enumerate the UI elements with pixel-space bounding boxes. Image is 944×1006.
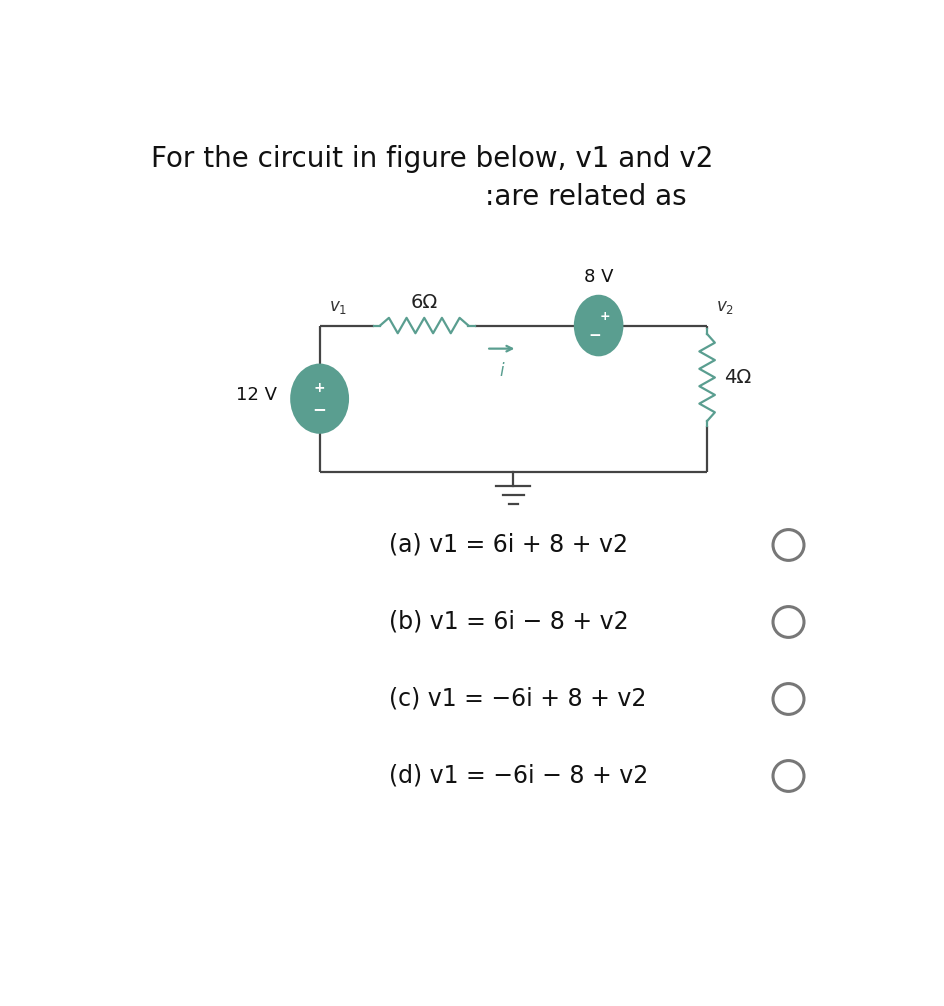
Text: 4Ω: 4Ω: [723, 368, 750, 387]
Text: −: −: [588, 328, 600, 343]
Text: 12 V: 12 V: [236, 386, 277, 403]
Ellipse shape: [573, 295, 623, 356]
Text: (c) v1 = −6i + 8 + v2: (c) v1 = −6i + 8 + v2: [389, 687, 646, 711]
Text: $v_1$: $v_1$: [329, 299, 346, 316]
Text: 6Ω: 6Ω: [411, 293, 437, 312]
Text: +: +: [598, 310, 610, 323]
Text: −: −: [312, 400, 327, 418]
Text: 8 V: 8 V: [583, 268, 613, 286]
Text: (d) v1 = −6i − 8 + v2: (d) v1 = −6i − 8 + v2: [389, 764, 648, 788]
Text: For the circuit in figure below, v1 and v2: For the circuit in figure below, v1 and …: [150, 145, 713, 173]
Text: i: i: [499, 362, 503, 380]
Text: $v_2$: $v_2$: [716, 299, 733, 316]
Text: :are related as: :are related as: [484, 183, 685, 211]
Ellipse shape: [290, 363, 348, 434]
Text: (a) v1 = 6i + 8 + v2: (a) v1 = 6i + 8 + v2: [389, 533, 628, 557]
Text: (b) v1 = 6i − 8 + v2: (b) v1 = 6i − 8 + v2: [389, 610, 629, 634]
Text: +: +: [313, 381, 325, 395]
